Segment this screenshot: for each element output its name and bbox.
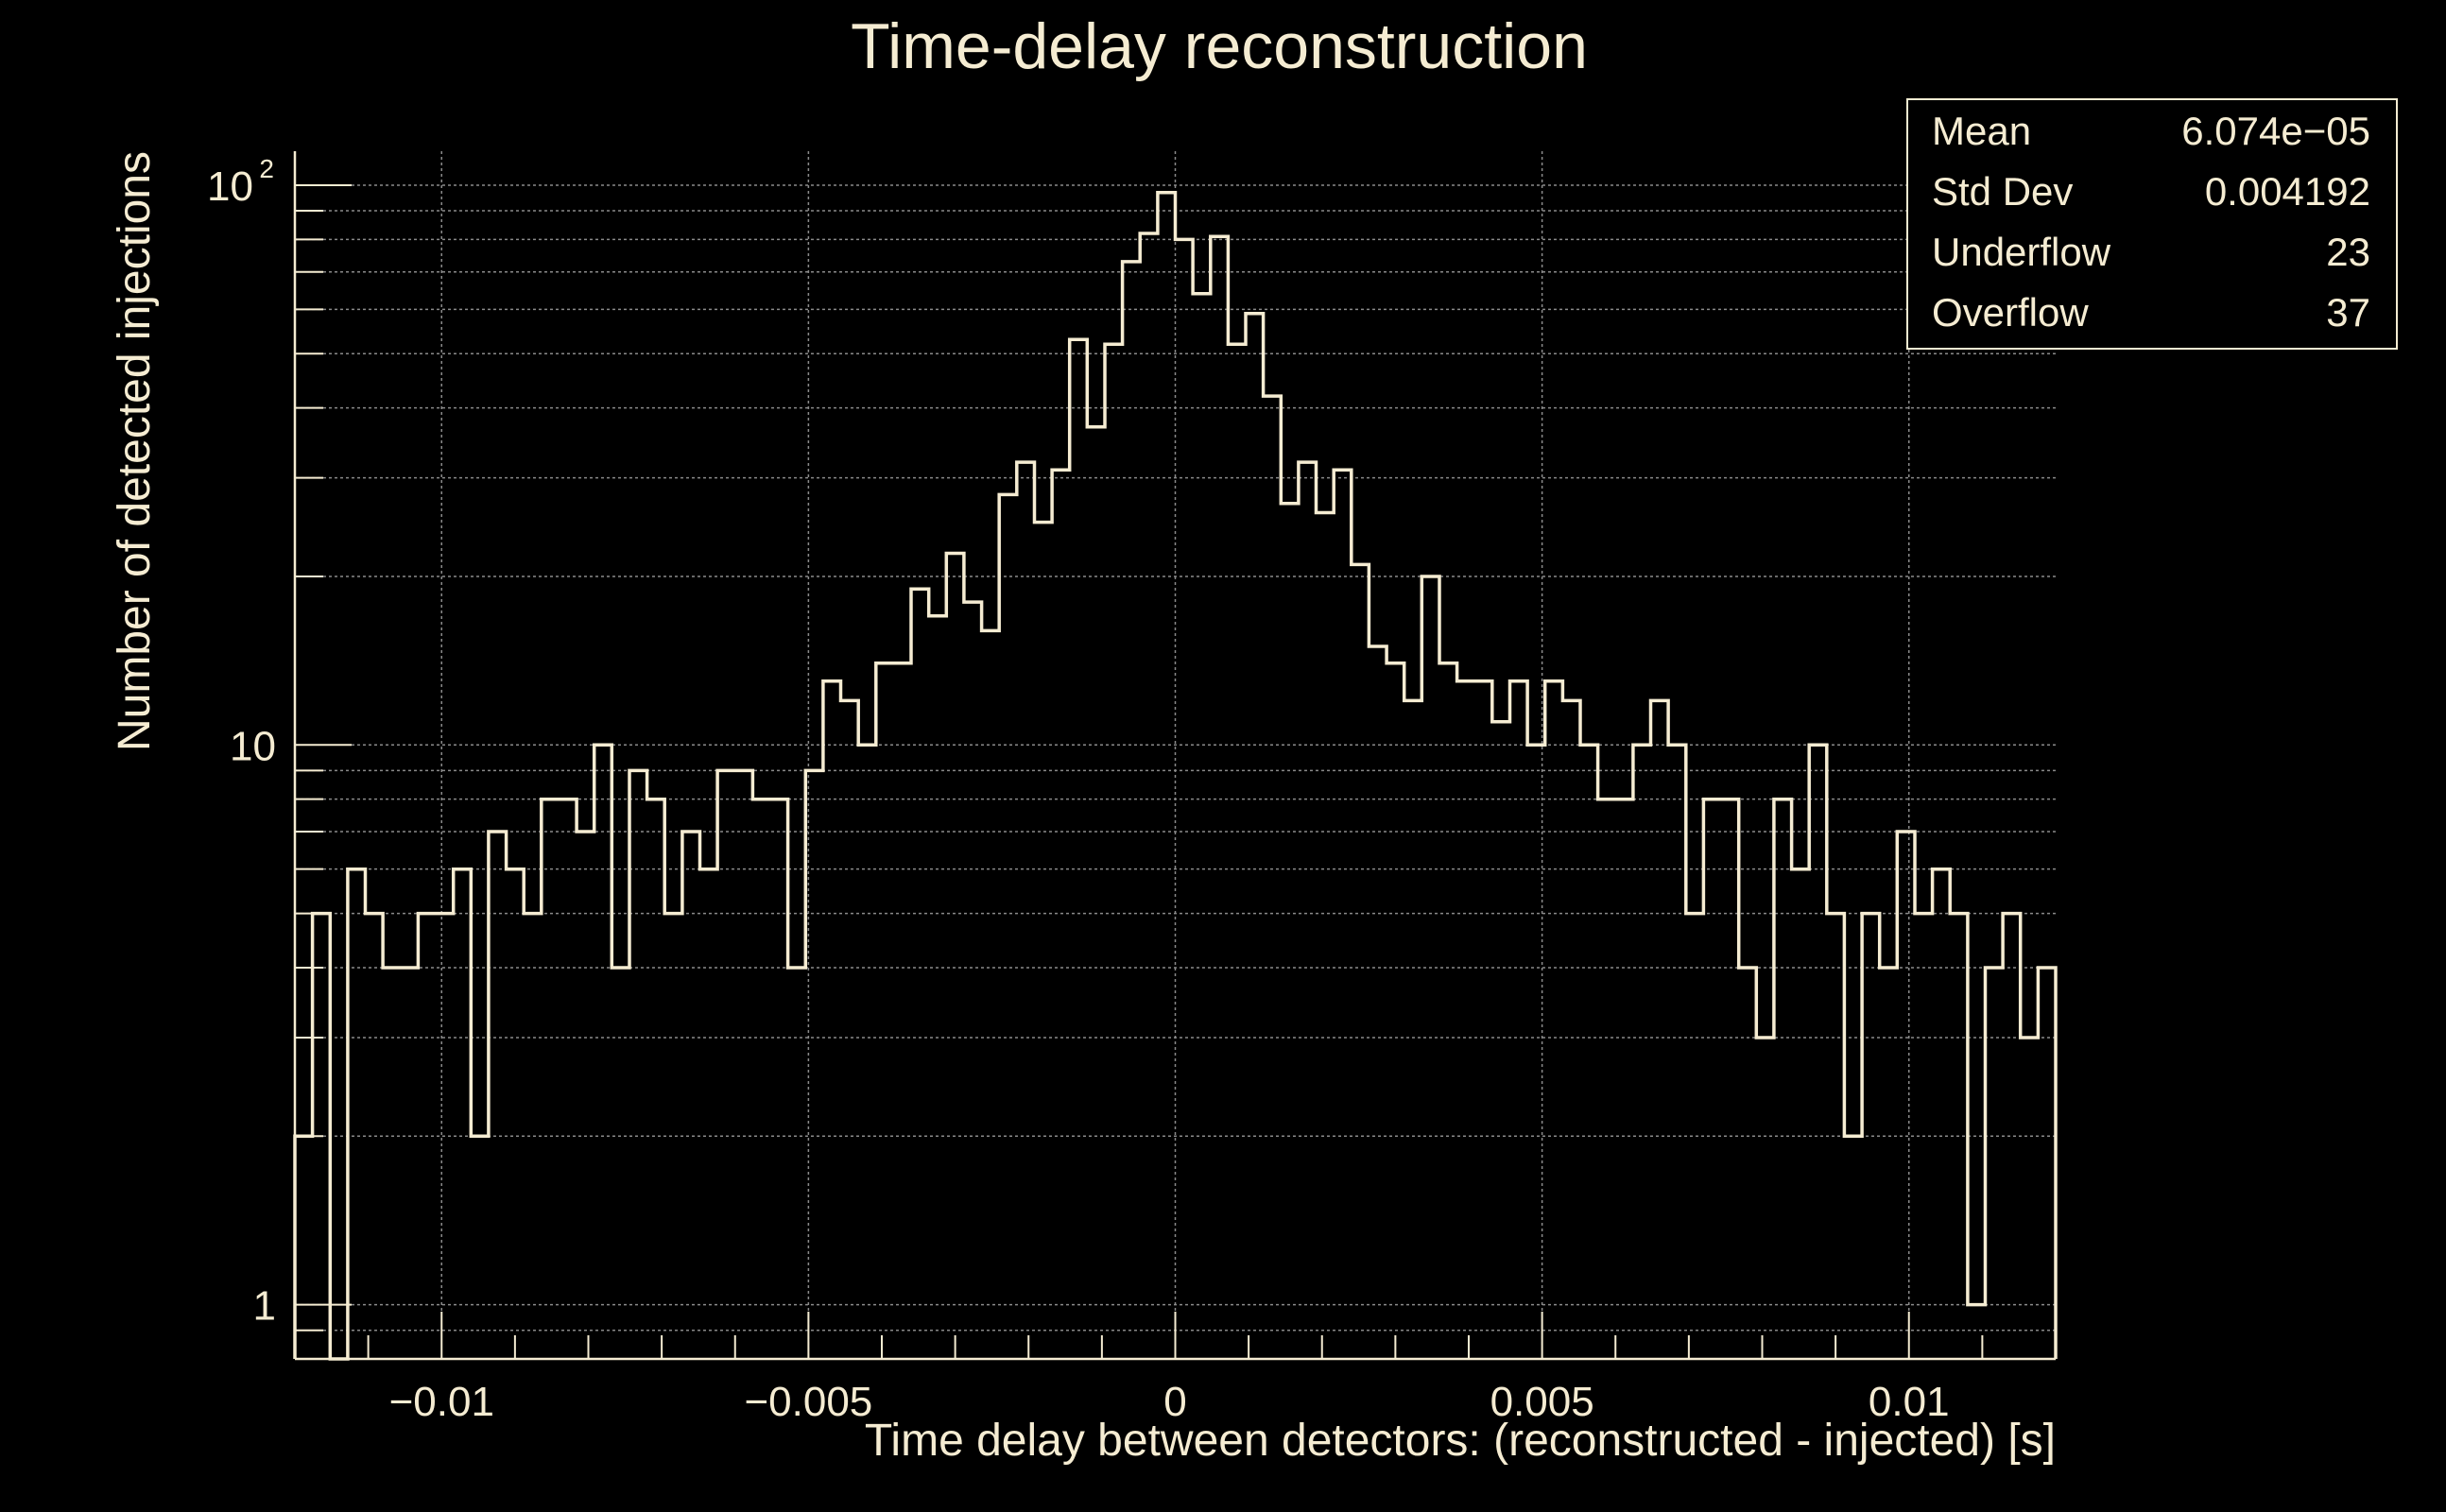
x-tick-label: −0.005 bbox=[744, 1379, 872, 1425]
x-tick-label: 0 bbox=[1163, 1379, 1186, 1425]
stats-box: Mean 6.074e−05 Std Dev 0.004192 Underflow 23 O… bbox=[1906, 98, 2398, 350]
grid-lines bbox=[295, 151, 2056, 1359]
stats-box-frame bbox=[1906, 98, 2398, 350]
y-tick-label: 10 bbox=[230, 723, 276, 769]
x-axis-label: Time delay between detectors: (reconstru… bbox=[865, 1416, 2056, 1466]
stats-label: Overflow bbox=[1932, 290, 2089, 335]
stats-value: 0.004192 bbox=[2205, 169, 2370, 214]
stats-label: Std Dev bbox=[1932, 169, 2073, 214]
stats-value: 37 bbox=[2326, 290, 2370, 335]
y-tick-label: 1 bbox=[253, 1283, 276, 1330]
x-tick-labels: −0.01 −0.005 0 0.005 0.01 bbox=[389, 1379, 1950, 1425]
y-axis-label: Number of detected injections bbox=[110, 151, 160, 751]
y-tick-label: 10 bbox=[207, 163, 253, 210]
x-tick-label: 0.005 bbox=[1490, 1379, 1594, 1425]
x-tick-label: 0.01 bbox=[1869, 1379, 1950, 1425]
x-tick-label: −0.01 bbox=[389, 1379, 494, 1425]
stats-label: Underflow bbox=[1932, 230, 2111, 274]
stats-value: 6.074e−05 bbox=[2181, 109, 2370, 153]
chart-title: Time-delay reconstruction bbox=[851, 10, 1588, 82]
stats-label: Mean bbox=[1932, 109, 2031, 153]
y-tick-label-exponent: 2 bbox=[259, 154, 274, 183]
stats-value: 23 bbox=[2326, 230, 2370, 274]
histogram-series bbox=[293, 191, 2058, 1361]
